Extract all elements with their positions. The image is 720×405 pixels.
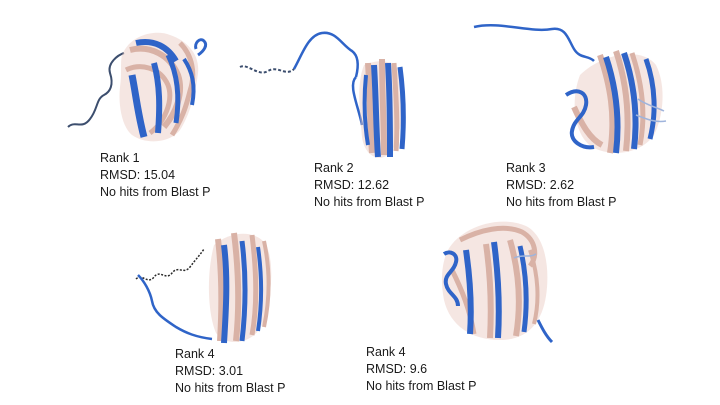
blast-label: No hits from Blast P bbox=[314, 195, 425, 209]
protein-structure-3-image bbox=[473, 24, 667, 154]
protein-structure-1-image bbox=[67, 32, 208, 142]
blast-label: No hits from Blast P bbox=[175, 381, 286, 395]
protein-structure-2-image bbox=[239, 31, 406, 158]
rmsd-label: RMSD: 2.62 bbox=[506, 178, 575, 192]
rank-label: Rank 4 bbox=[175, 347, 215, 361]
structure-panel-1 bbox=[60, 15, 220, 155]
rank-label: Rank 2 bbox=[314, 161, 354, 175]
structure-panel-4 bbox=[130, 215, 290, 355]
rmsd-label: RMSD: 3.01 bbox=[175, 364, 244, 378]
structure-panel-3 bbox=[470, 15, 680, 165]
protein-structure-5-image bbox=[441, 221, 554, 344]
caption-3: Rank 3 RMSD: 2.62 No hits from Blast P bbox=[506, 160, 616, 211]
caption-4: Rank 4 RMSD: 3.01 No hits from Blast P bbox=[175, 346, 285, 397]
rmsd-label: RMSD: 15.04 bbox=[100, 168, 176, 182]
caption-1: Rank 1 RMSD: 15.04 No hits from Blast P bbox=[100, 150, 210, 201]
structure-panel-5 bbox=[430, 210, 560, 350]
rank-label: Rank 3 bbox=[506, 161, 546, 175]
rmsd-label: RMSD: 12.62 bbox=[314, 178, 390, 192]
caption-5: Rank 4 RMSD: 9.6 No hits from Blast P bbox=[366, 344, 476, 395]
blast-label: No hits from Blast P bbox=[366, 379, 477, 393]
protein-structure-4-image bbox=[135, 232, 272, 344]
caption-2: Rank 2 RMSD: 12.62 No hits from Blast P bbox=[314, 160, 424, 211]
rank-label: Rank 4 bbox=[366, 345, 406, 359]
blast-label: No hits from Blast P bbox=[100, 185, 211, 199]
structure-panel-2 bbox=[238, 25, 418, 165]
blast-label: No hits from Blast P bbox=[506, 195, 617, 209]
rmsd-label: RMSD: 9.6 bbox=[366, 362, 428, 376]
rank-label: Rank 1 bbox=[100, 151, 140, 165]
